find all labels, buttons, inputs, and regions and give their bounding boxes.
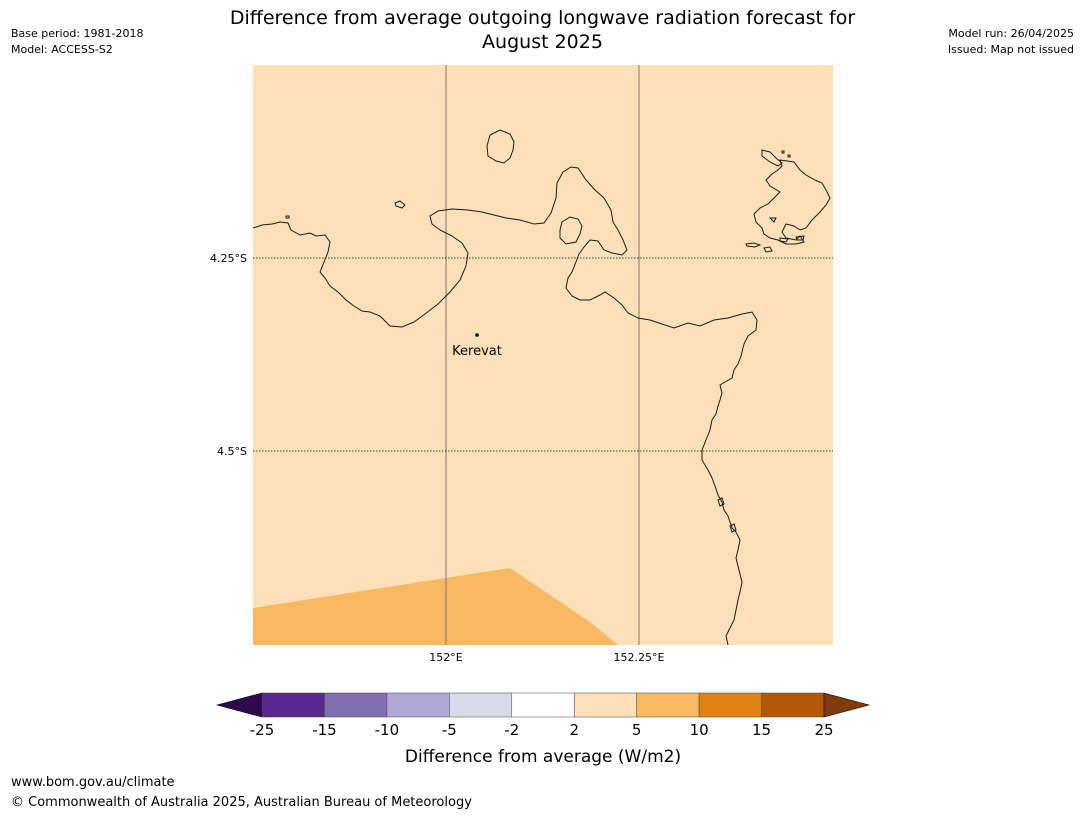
coastline-north-island (486, 129, 515, 164)
coastline-small-islets (394, 200, 805, 533)
kerevat-marker (475, 333, 479, 337)
coastline-ne-dots (781, 150, 791, 158)
colorbar-segment (261, 692, 325, 718)
base-period-text: Base period: 1981-2018 (11, 27, 144, 40)
issued-text: Issued: Map not issued (947, 43, 1074, 56)
footer-copyright: © Commonwealth of Australia 2025, Austra… (11, 795, 472, 810)
colorbar-extend-low (215, 692, 263, 718)
title-line-1: Difference from average outgoing longwav… (229, 7, 856, 29)
footer-url: www.bom.gov.au/climate (11, 775, 175, 790)
coastline-main (253, 166, 758, 645)
colorbar-extend-high (823, 692, 871, 718)
colorbar-segment (386, 692, 450, 718)
colorbar-tick-label: -25 (250, 721, 275, 739)
colorbar-segment (449, 692, 513, 718)
coastline-inner-bay (559, 216, 583, 245)
colorbar-segment (573, 692, 637, 718)
colorbar-tick-label: 5 (632, 721, 642, 739)
lat-tick-4-25s: 4.25°S (210, 252, 247, 265)
coastline-west-point (285, 215, 290, 219)
map-title: Difference from average outgoing longwav… (0, 6, 1085, 54)
colorbar-segment (761, 692, 825, 718)
colorbar-tick-label: 10 (690, 721, 709, 739)
meta-left: Base period: 1981-2018 Model: ACCESS-S2 (11, 26, 143, 58)
colorbar-tick-label: 15 (752, 721, 771, 739)
colorbar-tick-label: 25 (814, 721, 833, 739)
coastlines (253, 129, 831, 645)
map-panel: Kerevat (253, 65, 833, 645)
colorbar-segment (511, 692, 575, 718)
colorbar-label: Difference from average (W/m2) (405, 747, 681, 767)
model-run-text: Model run: 26/04/2025 (948, 27, 1074, 40)
colorbar-segment (324, 692, 388, 718)
colorbar-tick-label: 2 (569, 721, 579, 739)
kerevat-label: Kerevat (452, 344, 502, 359)
map-background (253, 65, 833, 645)
meta-right: Model run: 26/04/2025 Issued: Map not is… (948, 26, 1074, 58)
colorbar-segment (698, 692, 762, 718)
lat-tick-4-5s: 4.5°S (217, 445, 247, 458)
colorbar-segment (636, 692, 700, 718)
colorbar: -25 -15 -10 -5 -2 2 5 10 15 25 (215, 692, 871, 739)
title-line-2: August 2025 (482, 31, 603, 53)
lon-tick-152: 152°E (429, 651, 462, 664)
coastline-northeast-islands (753, 149, 831, 245)
colorbar-tick-label: -10 (375, 721, 400, 739)
colorbar-tick-label: -15 (312, 721, 337, 739)
colorbar-tick-label: -5 (442, 721, 457, 739)
model-text: Model: ACCESS-S2 (11, 43, 113, 56)
lon-tick-152-25: 152.25°E (614, 651, 665, 664)
colorbar-tick-label: -2 (504, 721, 519, 739)
anomaly-region-5-10 (253, 568, 618, 645)
